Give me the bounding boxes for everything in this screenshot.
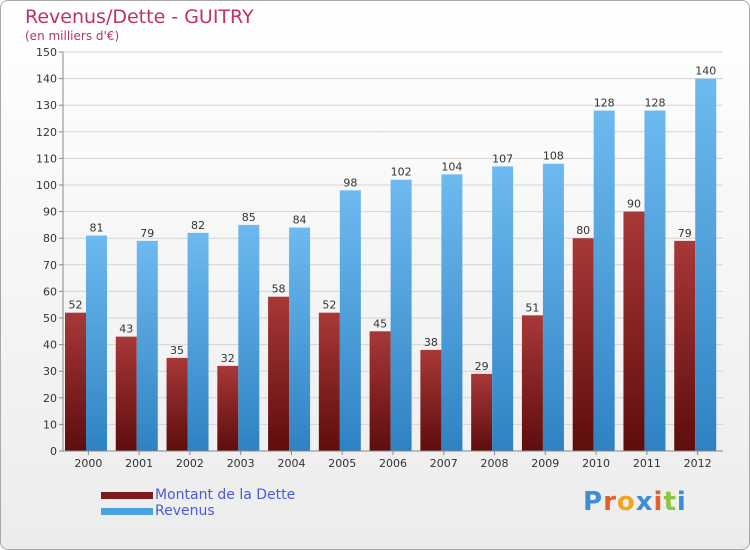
bar-revenue <box>187 232 209 451</box>
legend-item-debt: Montant de la Dette <box>101 487 295 503</box>
legend-label-revenue: Revenus <box>155 503 215 519</box>
data-label-debt: 38 <box>424 336 438 349</box>
data-label-revenue: 140 <box>695 65 716 78</box>
data-labels: 52 81 43 79 35 82 32 85 58 84 52 98 45 102 38 104 29 107 5… <box>69 65 717 373</box>
y-tick-label: 10 <box>43 418 57 431</box>
chart-title: Revenus/Dette - GUITRY <box>25 6 254 28</box>
chart-subtitle: (en milliers d'€) <box>25 29 120 43</box>
data-label-revenue: 102 <box>391 166 412 179</box>
x-tick-label: 2003 <box>227 457 255 470</box>
x-tick-label: 2012 <box>684 457 712 470</box>
y-tick-label: 130 <box>36 99 57 112</box>
data-label-debt: 79 <box>678 227 692 240</box>
y-tick-label: 90 <box>43 206 57 219</box>
data-label-revenue: 128 <box>594 97 615 110</box>
bar-revenue <box>644 110 666 452</box>
y-tick-label: 110 <box>36 152 57 165</box>
x-tick-label: 2008 <box>481 457 509 470</box>
bar-revenue <box>238 224 260 451</box>
bars <box>65 78 717 452</box>
y-tick-label: 40 <box>43 339 57 352</box>
data-label-debt: 32 <box>221 352 235 365</box>
proxiti-logo: Proxiti <box>583 487 687 517</box>
data-label-revenue: 84 <box>293 214 307 227</box>
data-label-revenue: 79 <box>140 227 154 240</box>
y-tick-label: 80 <box>43 232 57 245</box>
bar-debt <box>572 238 594 451</box>
bar-revenue <box>542 163 564 451</box>
data-label-debt: 45 <box>373 317 387 330</box>
y-tick-label: 70 <box>43 259 57 272</box>
bar-revenue <box>289 227 311 451</box>
y-tick-label: 0 <box>50 445 57 458</box>
bar-revenue <box>695 78 717 451</box>
bar-debt <box>166 357 188 451</box>
data-label-debt: 29 <box>475 360 489 373</box>
data-label-revenue: 128 <box>644 97 665 110</box>
y-tick-label: 30 <box>43 365 57 378</box>
bar-revenue <box>86 235 107 451</box>
y-tick-label: 140 <box>36 73 57 86</box>
y-tick-label: 100 <box>36 179 57 192</box>
y-tick-label: 60 <box>43 285 57 298</box>
legend-item-revenue: Revenus <box>101 503 295 519</box>
bar-debt <box>369 331 391 451</box>
legend-swatch-debt <box>101 491 153 499</box>
x-tick-label: 2001 <box>125 457 153 470</box>
data-label-debt: 35 <box>170 344 184 357</box>
bar-revenue <box>593 110 615 452</box>
bar-debt <box>268 296 290 451</box>
bar-debt <box>521 315 543 451</box>
x-tick-label: 2011 <box>633 457 661 470</box>
data-label-debt: 51 <box>525 301 539 314</box>
y-axis-ticks: 0 10 20 30 40 50 60 70 80 90 100 110 120 130 140 150 <box>36 46 63 458</box>
data-label-debt: 43 <box>119 323 133 336</box>
bar-debt <box>674 240 696 451</box>
data-label-revenue: 82 <box>191 219 205 232</box>
y-tick-label: 120 <box>36 126 57 139</box>
bar-debt <box>623 211 645 451</box>
bar-debt <box>420 349 442 451</box>
y-tick-label: 150 <box>36 46 57 59</box>
data-label-debt: 58 <box>272 283 286 296</box>
data-label-debt: 52 <box>322 299 336 312</box>
data-label-revenue: 85 <box>242 211 256 224</box>
bar-debt <box>217 365 239 451</box>
bar-revenue <box>390 179 412 451</box>
y-tick-label: 50 <box>43 312 57 325</box>
data-label-revenue: 108 <box>543 150 564 163</box>
x-tick-label: 2009 <box>531 457 559 470</box>
legend-swatch-revenue <box>101 507 153 515</box>
x-tick-label: 2000 <box>74 457 102 470</box>
data-label-revenue: 81 <box>90 222 104 235</box>
x-axis-ticks: 2000 2001 2002 2003 2004 2005 2006 2007 2008 2009… <box>74 451 712 470</box>
bar-revenue <box>339 190 361 451</box>
data-label-revenue: 104 <box>441 160 462 173</box>
data-label-debt: 90 <box>627 198 641 211</box>
data-label-debt: 52 <box>69 299 83 312</box>
bar-debt <box>318 312 340 451</box>
bar-revenue <box>441 174 463 452</box>
y-tick-label: 20 <box>43 392 57 405</box>
bar-revenue <box>492 166 514 451</box>
data-label-debt: 80 <box>576 224 590 237</box>
data-label-revenue: 107 <box>492 152 513 165</box>
x-tick-label: 2005 <box>328 457 356 470</box>
x-tick-label: 2002 <box>176 457 204 470</box>
bar-debt <box>65 312 86 451</box>
x-tick-label: 2007 <box>430 457 458 470</box>
x-tick-label: 2010 <box>582 457 610 470</box>
bar-revenue <box>136 240 158 451</box>
x-tick-label: 2006 <box>379 457 407 470</box>
data-label-revenue: 98 <box>343 176 357 189</box>
x-tick-label: 2004 <box>277 457 305 470</box>
legend-label-debt: Montant de la Dette <box>155 487 296 503</box>
legend: Montant de la Dette Revenus <box>101 487 295 519</box>
bar-debt <box>471 373 493 451</box>
bar-debt <box>115 336 137 451</box>
